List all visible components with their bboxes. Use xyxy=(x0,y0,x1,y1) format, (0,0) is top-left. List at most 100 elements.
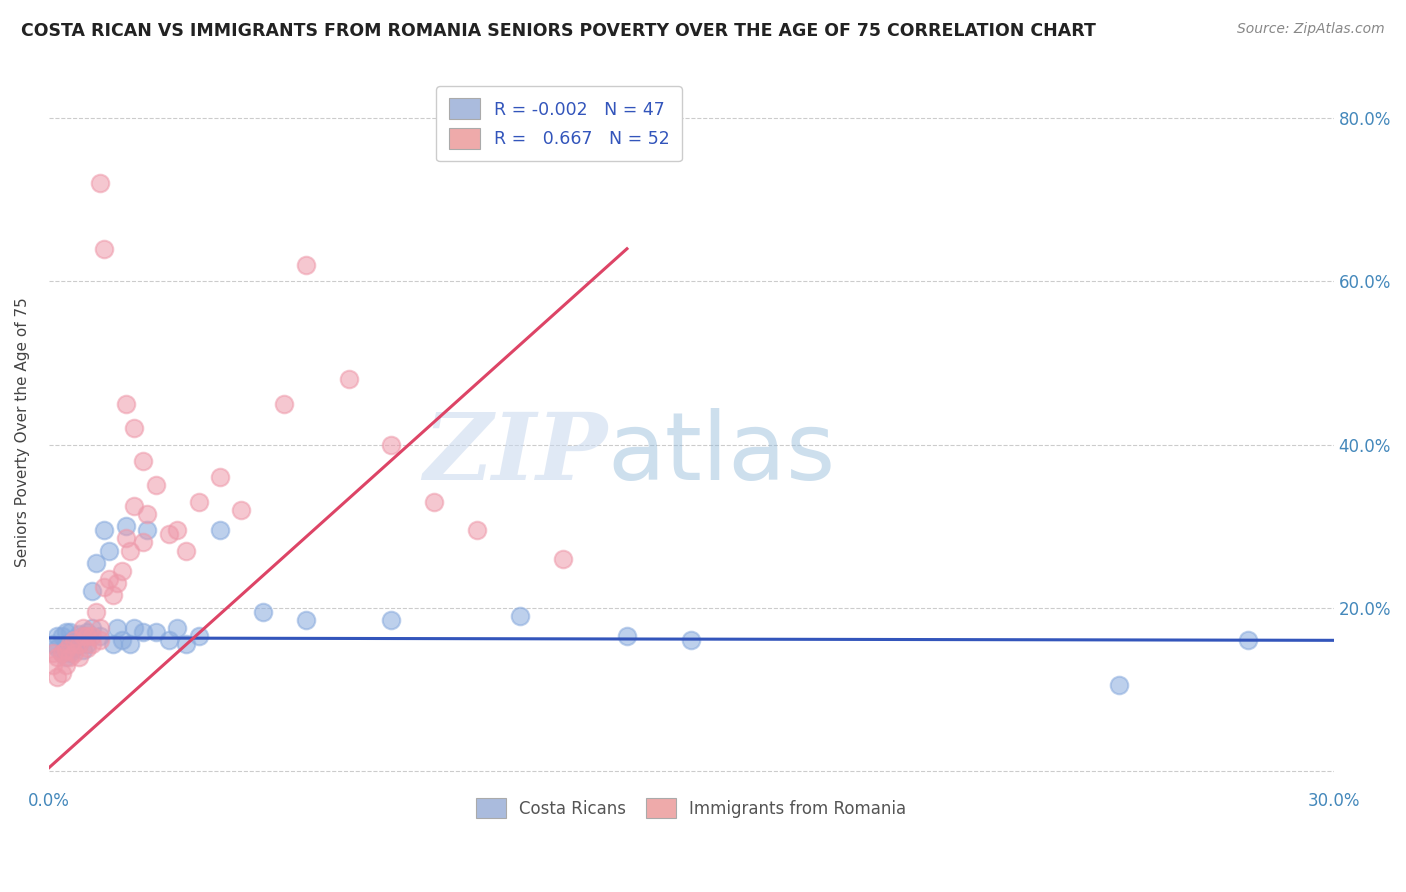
Point xyxy=(551,551,574,566)
Point xyxy=(157,633,180,648)
Point xyxy=(110,633,132,648)
Point xyxy=(423,494,446,508)
Point xyxy=(1108,678,1130,692)
Point xyxy=(132,454,155,468)
Point xyxy=(132,535,155,549)
Point xyxy=(84,556,107,570)
Point xyxy=(63,633,86,648)
Point xyxy=(380,437,402,451)
Point xyxy=(145,478,167,492)
Point xyxy=(63,632,86,646)
Point xyxy=(55,649,77,664)
Point xyxy=(209,523,232,537)
Text: atlas: atlas xyxy=(607,408,837,500)
Point xyxy=(124,499,146,513)
Point xyxy=(294,613,316,627)
Point xyxy=(97,543,120,558)
Point xyxy=(51,629,73,643)
Point xyxy=(93,580,115,594)
Point xyxy=(101,589,124,603)
Point xyxy=(51,646,73,660)
Point xyxy=(42,657,65,672)
Point xyxy=(93,242,115,256)
Point xyxy=(76,625,98,640)
Point xyxy=(89,629,111,643)
Point xyxy=(89,177,111,191)
Point xyxy=(187,494,209,508)
Point xyxy=(59,635,82,649)
Point xyxy=(80,621,103,635)
Point xyxy=(209,470,232,484)
Point xyxy=(157,527,180,541)
Point xyxy=(46,670,69,684)
Point xyxy=(1237,633,1260,648)
Point xyxy=(67,637,90,651)
Point xyxy=(76,641,98,656)
Point xyxy=(80,637,103,651)
Point xyxy=(76,637,98,651)
Point xyxy=(84,605,107,619)
Point xyxy=(72,629,94,643)
Point xyxy=(115,532,138,546)
Y-axis label: Seniors Poverty Over the Age of 75: Seniors Poverty Over the Age of 75 xyxy=(15,297,30,567)
Point xyxy=(59,637,82,651)
Point xyxy=(72,629,94,643)
Point xyxy=(681,633,703,648)
Point xyxy=(124,621,146,635)
Point xyxy=(42,637,65,651)
Point xyxy=(46,641,69,656)
Point xyxy=(187,629,209,643)
Point xyxy=(59,625,82,640)
Point xyxy=(67,637,90,651)
Point xyxy=(55,637,77,651)
Point xyxy=(55,657,77,672)
Point xyxy=(101,637,124,651)
Point xyxy=(110,564,132,578)
Point xyxy=(509,608,531,623)
Point xyxy=(166,523,188,537)
Point xyxy=(72,621,94,635)
Point xyxy=(145,625,167,640)
Point xyxy=(51,646,73,660)
Point xyxy=(616,629,638,643)
Point xyxy=(166,621,188,635)
Point xyxy=(89,633,111,648)
Point xyxy=(380,613,402,627)
Point xyxy=(80,629,103,643)
Text: COSTA RICAN VS IMMIGRANTS FROM ROMANIA SENIORS POVERTY OVER THE AGE OF 75 CORREL: COSTA RICAN VS IMMIGRANTS FROM ROMANIA S… xyxy=(21,22,1095,40)
Point xyxy=(252,605,274,619)
Point xyxy=(42,646,65,660)
Point xyxy=(115,397,138,411)
Point xyxy=(337,372,360,386)
Point xyxy=(105,621,128,635)
Point xyxy=(67,627,90,641)
Point xyxy=(136,507,159,521)
Point xyxy=(136,523,159,537)
Point xyxy=(115,519,138,533)
Point xyxy=(174,543,197,558)
Point xyxy=(97,572,120,586)
Legend: Costa Ricans, Immigrants from Romania: Costa Ricans, Immigrants from Romania xyxy=(470,791,914,825)
Point xyxy=(63,646,86,660)
Point xyxy=(93,523,115,537)
Point xyxy=(124,421,146,435)
Point xyxy=(46,649,69,664)
Text: ZIP: ZIP xyxy=(423,409,607,499)
Point xyxy=(63,641,86,656)
Point xyxy=(51,665,73,680)
Point xyxy=(231,503,253,517)
Point xyxy=(67,649,90,664)
Point xyxy=(273,397,295,411)
Point xyxy=(59,646,82,660)
Text: Source: ZipAtlas.com: Source: ZipAtlas.com xyxy=(1237,22,1385,37)
Point xyxy=(105,576,128,591)
Point xyxy=(132,625,155,640)
Point xyxy=(55,625,77,640)
Point xyxy=(120,543,142,558)
Point xyxy=(72,643,94,657)
Point xyxy=(46,629,69,643)
Point xyxy=(465,523,488,537)
Point xyxy=(89,621,111,635)
Point xyxy=(294,258,316,272)
Point xyxy=(59,649,82,664)
